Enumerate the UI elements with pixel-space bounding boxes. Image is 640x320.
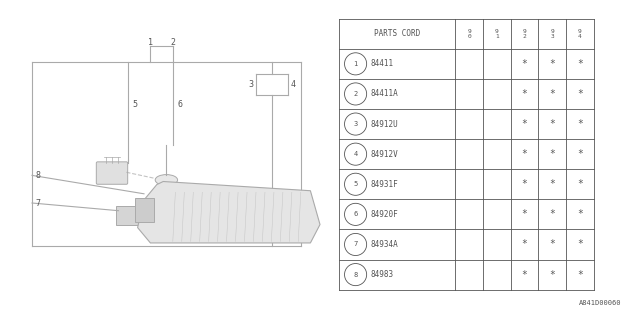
Circle shape bbox=[344, 113, 367, 135]
Text: 9
3: 9 3 bbox=[550, 28, 554, 39]
Text: 8: 8 bbox=[353, 272, 358, 277]
Text: *: * bbox=[549, 119, 555, 129]
Text: 6: 6 bbox=[353, 212, 358, 217]
Text: 84983: 84983 bbox=[371, 270, 394, 279]
Circle shape bbox=[344, 83, 367, 105]
Text: 84912V: 84912V bbox=[371, 150, 399, 159]
Text: 2: 2 bbox=[353, 91, 358, 97]
Text: *: * bbox=[522, 119, 527, 129]
FancyBboxPatch shape bbox=[136, 198, 154, 222]
Text: *: * bbox=[577, 209, 583, 220]
FancyBboxPatch shape bbox=[96, 162, 128, 184]
Text: 84931F: 84931F bbox=[371, 180, 399, 189]
Text: 3: 3 bbox=[249, 80, 253, 89]
Text: *: * bbox=[577, 239, 583, 250]
Text: *: * bbox=[522, 149, 527, 159]
Circle shape bbox=[344, 173, 367, 195]
Text: *: * bbox=[577, 149, 583, 159]
Text: 8: 8 bbox=[35, 171, 40, 180]
Text: *: * bbox=[549, 269, 555, 280]
Text: *: * bbox=[522, 239, 527, 250]
Text: *: * bbox=[549, 209, 555, 220]
Circle shape bbox=[344, 143, 367, 165]
Text: PARTS CORD: PARTS CORD bbox=[374, 29, 420, 38]
Text: *: * bbox=[577, 89, 583, 99]
Text: *: * bbox=[577, 59, 583, 69]
Text: *: * bbox=[577, 269, 583, 280]
Circle shape bbox=[344, 233, 367, 256]
Ellipse shape bbox=[147, 195, 157, 202]
Text: 5: 5 bbox=[353, 181, 358, 187]
Text: 9
1: 9 1 bbox=[495, 28, 499, 39]
Text: *: * bbox=[549, 179, 555, 189]
Text: *: * bbox=[549, 149, 555, 159]
Circle shape bbox=[344, 53, 367, 75]
Text: 7: 7 bbox=[353, 242, 358, 247]
Text: *: * bbox=[522, 89, 527, 99]
Text: 9
2: 9 2 bbox=[523, 28, 527, 39]
Text: 84411A: 84411A bbox=[371, 90, 399, 99]
Text: *: * bbox=[522, 179, 527, 189]
Text: 7: 7 bbox=[35, 198, 40, 207]
Text: 4: 4 bbox=[291, 80, 295, 89]
Text: 3: 3 bbox=[353, 121, 358, 127]
Polygon shape bbox=[138, 181, 320, 243]
Text: 9
4: 9 4 bbox=[578, 28, 582, 39]
Text: 6: 6 bbox=[178, 100, 182, 109]
Text: 9
0: 9 0 bbox=[467, 28, 471, 39]
Text: *: * bbox=[577, 179, 583, 189]
Text: *: * bbox=[522, 209, 527, 220]
Text: 4: 4 bbox=[353, 151, 358, 157]
Text: A841D00060: A841D00060 bbox=[579, 300, 621, 306]
Text: *: * bbox=[577, 119, 583, 129]
FancyBboxPatch shape bbox=[116, 206, 140, 225]
Text: 1: 1 bbox=[148, 38, 153, 47]
Circle shape bbox=[344, 264, 367, 286]
Text: *: * bbox=[522, 59, 527, 69]
Text: 1: 1 bbox=[353, 61, 358, 67]
Text: 5: 5 bbox=[133, 100, 138, 109]
Ellipse shape bbox=[156, 175, 178, 185]
Text: 84920F: 84920F bbox=[371, 210, 399, 219]
Text: *: * bbox=[549, 239, 555, 250]
Text: *: * bbox=[549, 89, 555, 99]
Text: *: * bbox=[522, 269, 527, 280]
Text: *: * bbox=[549, 59, 555, 69]
Text: 84912U: 84912U bbox=[371, 120, 399, 129]
Text: 84411: 84411 bbox=[371, 59, 394, 68]
Text: 2: 2 bbox=[170, 38, 175, 47]
Circle shape bbox=[344, 203, 367, 225]
Text: 84934A: 84934A bbox=[371, 240, 399, 249]
